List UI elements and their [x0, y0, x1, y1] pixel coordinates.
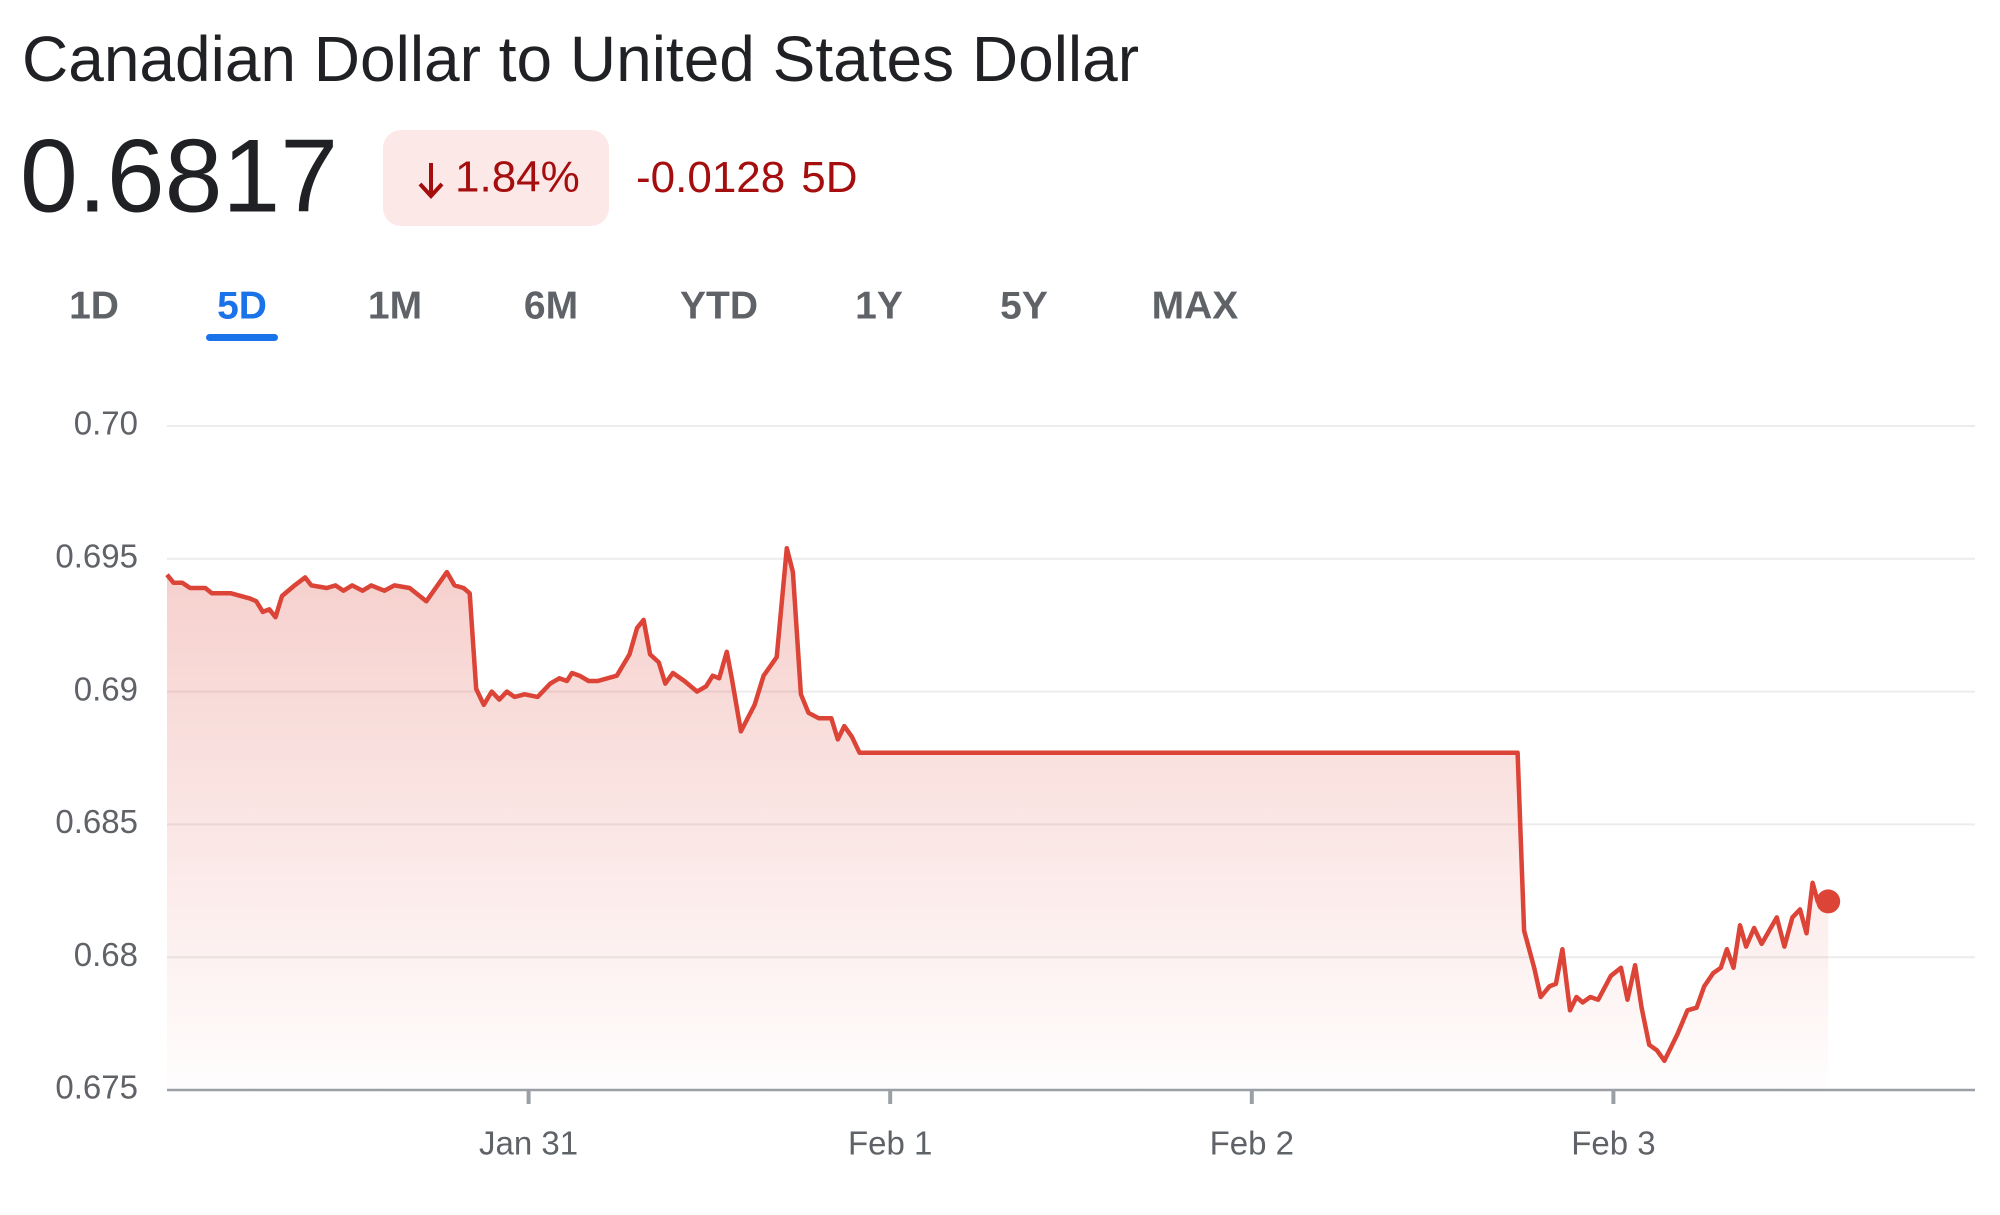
x-tick-label: Feb 1	[848, 1125, 932, 1162]
x-tick-label: Feb 3	[1571, 1125, 1655, 1162]
tab[interactable]: 1M	[368, 284, 422, 327]
change-percent: 1.84%	[455, 153, 580, 202]
y-tick-label: 0.695	[55, 538, 138, 575]
tabs: 1D 5D 1M 6M YTD 1Y 5Y MAX	[69, 284, 1238, 341]
y-tick-label: 0.685	[55, 803, 138, 840]
tab[interactable]: 6M	[524, 284, 578, 327]
change-period: 5D	[801, 153, 857, 202]
y-tick-label: 0.70	[74, 405, 138, 442]
change-badge	[383, 130, 609, 226]
tab[interactable]: MAX	[1152, 284, 1239, 327]
down-arrow	[418, 163, 444, 199]
tab[interactable]: 5Y	[1000, 284, 1048, 327]
tab[interactable]: 1Y	[855, 284, 903, 327]
area-fill	[167, 548, 1829, 1090]
price: 0.6817	[20, 118, 338, 234]
last-point	[1816, 889, 1841, 914]
tab[interactable]: YTD	[680, 284, 758, 327]
x-tick-label: Jan 31	[479, 1125, 578, 1162]
x-tick-label: Feb 2	[1210, 1125, 1294, 1162]
y-tick-label: 0.68	[74, 936, 138, 973]
plot: 0.675 0.68 0.685 0.69 0.695 0.70 Jan 31 Feb 1 Fe…	[55, 405, 1975, 1162]
price-line	[165, 545, 1829, 1064]
tab[interactable]: 1D	[69, 284, 119, 327]
tab[interactable]: 5D	[217, 284, 267, 327]
title: Canadian Dollar to United States Dollar	[22, 23, 1139, 95]
tab-underline	[206, 334, 278, 341]
change-value: -0.0128	[636, 153, 785, 202]
y-tick-label: 0.69	[74, 670, 138, 707]
change-text: -0.0128 5D	[636, 153, 857, 202]
y-tick-label: 0.675	[55, 1069, 138, 1106]
